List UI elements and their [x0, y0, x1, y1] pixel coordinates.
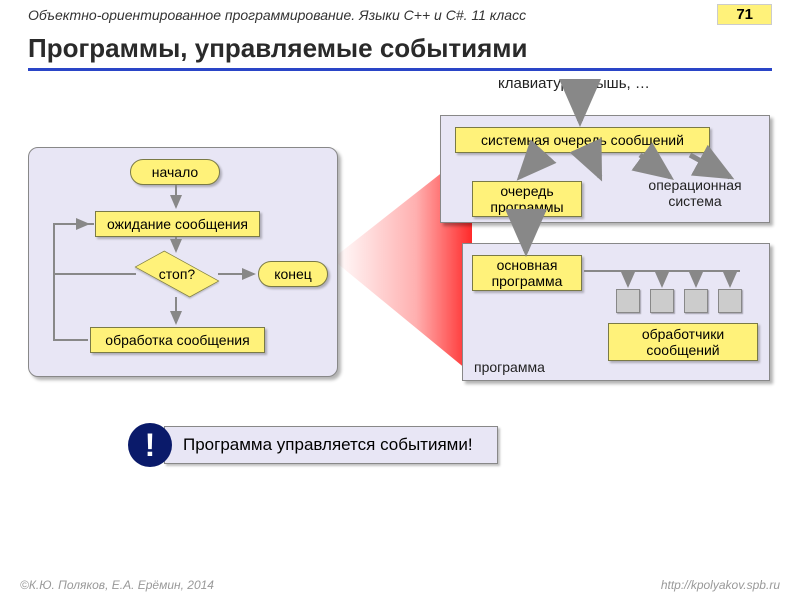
diagram-canvas: начало ожидание сообщения стоп? конец об…	[0, 71, 800, 541]
page-number: 71	[717, 4, 772, 25]
course-header: Объектно-ориентированное программировани…	[28, 7, 717, 23]
footer-copyright: ©К.Ю. Поляков, Е.А. Ерёмин, 2014	[20, 578, 214, 592]
exclaim-icon: !	[128, 423, 172, 467]
callout-text: Программа управляется событиями!	[164, 426, 498, 464]
slide-title: Программы, управляемые событиями	[28, 33, 772, 71]
footer-url: http://kpolyakov.spb.ru	[661, 578, 780, 592]
callout: ! Программа управляется событиями!	[128, 423, 498, 467]
